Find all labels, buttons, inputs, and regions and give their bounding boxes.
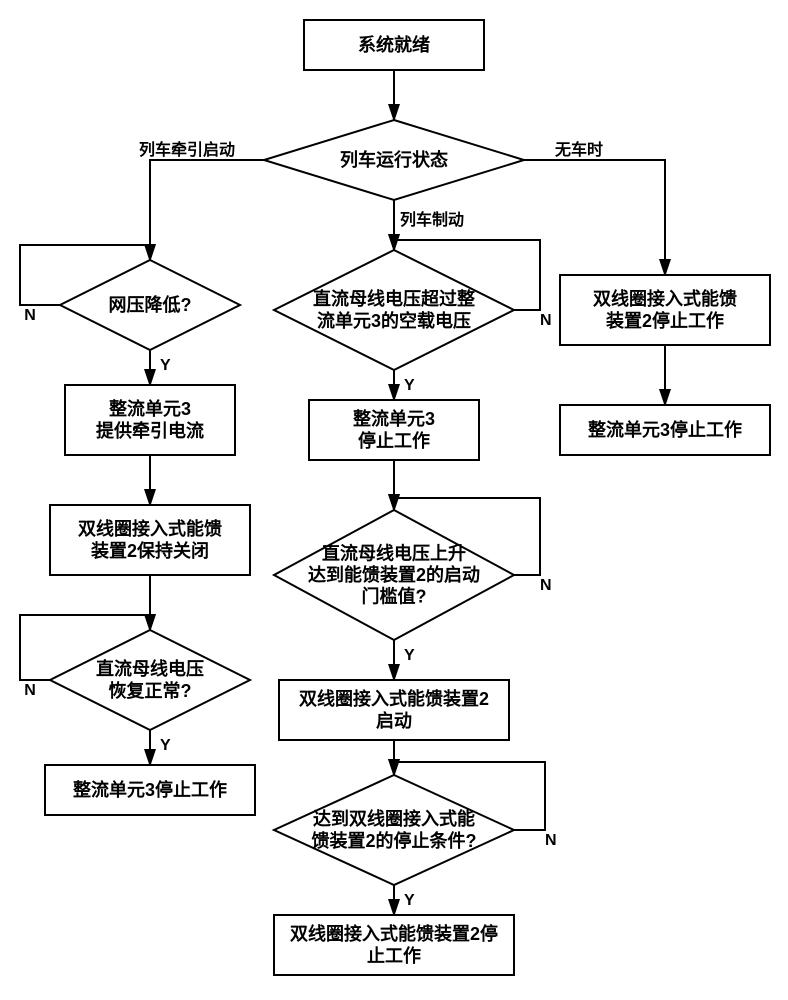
node-text: 停止工作 (358, 430, 430, 451)
flowchart-node: 双线圈接入式能馈装置2保持关闭 (50, 505, 250, 575)
edge-label: 列车制动 (400, 210, 464, 229)
node-text: 整流单元3停止工作 (587, 419, 742, 440)
edge-label: Y (160, 357, 171, 374)
edge (150, 160, 264, 260)
flowchart-node: 系统就绪 (304, 20, 484, 70)
node-text: 双线圈接入式能馈 (593, 288, 737, 309)
node-text: 双线圈接入式能馈 (78, 518, 222, 539)
edge-label: Y (404, 377, 415, 394)
node-text: 双线圈接入式能馈装置2 (299, 688, 489, 709)
node-text: 装置2停止工作 (606, 310, 724, 331)
edge-label: Y (404, 647, 415, 664)
flowchart-node: 整流单元3停止工作 (45, 765, 255, 815)
edge (524, 160, 665, 275)
flowchart-node: 双线圈接入式能馈装置2停止工作 (560, 275, 770, 345)
edge-label: N (24, 307, 36, 324)
edge-label: N (540, 312, 552, 329)
node-text: 馈装置2的停止条件? (311, 830, 476, 851)
flowchart-node: 整流单元3停止工作 (560, 405, 770, 455)
node-text: 直流母线电压 (96, 658, 204, 679)
flowchart-node: 直流母线电压上升达到能馈装置2的启动门槛值? (274, 510, 514, 640)
flowchart-node: 双线圈接入式能馈装置2启动 (279, 680, 509, 740)
flowchart-node: 网压降低? (60, 260, 240, 350)
flowchart-canvas: 列车牵引启动列车制动 无车时 Y N Y N Y N Y N Y N 系统就绪列车运行状态网压降低? 整流… (0, 0, 788, 1000)
edge-label: Y (160, 737, 171, 754)
edge-label: Y (404, 892, 415, 909)
edge-label: 无车时 (554, 140, 603, 159)
node-text: 整流单元3 (108, 398, 191, 419)
flowchart-node: 双线圈接入式能馈装置2停止工作 (274, 915, 514, 975)
flowchart-node: 整流单元3提供牵引电流 (65, 385, 235, 455)
node-text: 达到双线圈接入式能 (313, 808, 475, 829)
node-text: 系统就绪 (358, 34, 430, 55)
node-text: 整流单元3停止工作 (72, 779, 227, 800)
node-text: 启动 (376, 710, 412, 731)
edge-label: N (545, 832, 557, 849)
node-text: 网压降低? (109, 294, 192, 315)
flowchart-node: 直流母线电压恢复正常? (50, 630, 250, 730)
node-text: 整流单元3 (352, 408, 435, 429)
flowchart-node: 直流母线电压超过整流单元3的空载电压 (274, 250, 514, 370)
node-text: 达到能馈装置2的启动 (308, 564, 480, 585)
edge-label: N (24, 682, 36, 699)
node-text: 列车运行状态 (340, 149, 448, 170)
node-text: 提供牵引电流 (96, 420, 204, 441)
flowchart-node: 列车运行状态 (264, 120, 524, 200)
node-text: 恢复正常? (109, 680, 192, 701)
node-text: 直流母线电压上升 (322, 542, 466, 563)
node-text: 直流母线电压超过整 (313, 288, 475, 309)
node-text: 双线圈接入式能馈装置2停 (290, 923, 498, 944)
flowchart-node: 达到双线圈接入式能馈装置2的停止条件? (274, 775, 514, 885)
node-text: 门槛值? (362, 586, 427, 607)
flowchart-node: 整流单元3停止工作 (309, 400, 479, 460)
edge-label: 列车牵引启动 (139, 140, 235, 159)
node-text: 止工作 (367, 945, 421, 966)
edge-label: N (540, 577, 552, 594)
node-text: 流单元3的空载电压 (317, 310, 471, 331)
node-text: 装置2保持关闭 (91, 540, 209, 561)
